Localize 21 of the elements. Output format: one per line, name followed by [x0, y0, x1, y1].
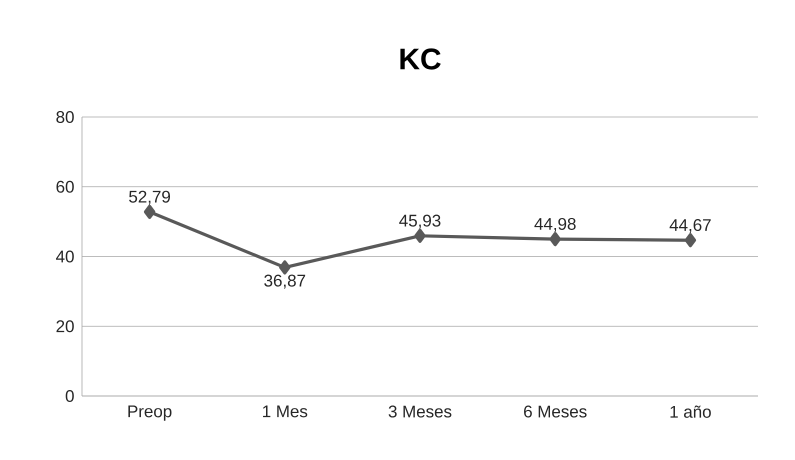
point [684, 233, 696, 248]
data-label: 36,87 [264, 274, 306, 289]
data-label: 44,98 [534, 218, 576, 232]
data-label: 44,67 [670, 219, 711, 234]
data-label: 45,93 [399, 214, 440, 229]
point [414, 228, 426, 243]
y-tick-label: 0 [66, 390, 74, 402]
x-tick-label: 3 Meses [388, 406, 452, 418]
point [279, 260, 291, 275]
x-tick-label: 1 Mes [263, 406, 308, 418]
y-tick-label: 20 [56, 320, 74, 332]
point [549, 232, 561, 246]
chart-title: KC [400, 48, 441, 70]
data-label: 52,79 [129, 190, 170, 205]
x-tick-label: 1 año [670, 406, 711, 418]
y-tick-label: 40 [56, 250, 74, 263]
x-tick-label: Preop [128, 406, 172, 421]
point [144, 204, 156, 219]
x-tick-label: 6 Meses [524, 406, 587, 418]
y-tick-label: 80 [56, 111, 74, 124]
y-tick-label: 60 [56, 180, 74, 193]
